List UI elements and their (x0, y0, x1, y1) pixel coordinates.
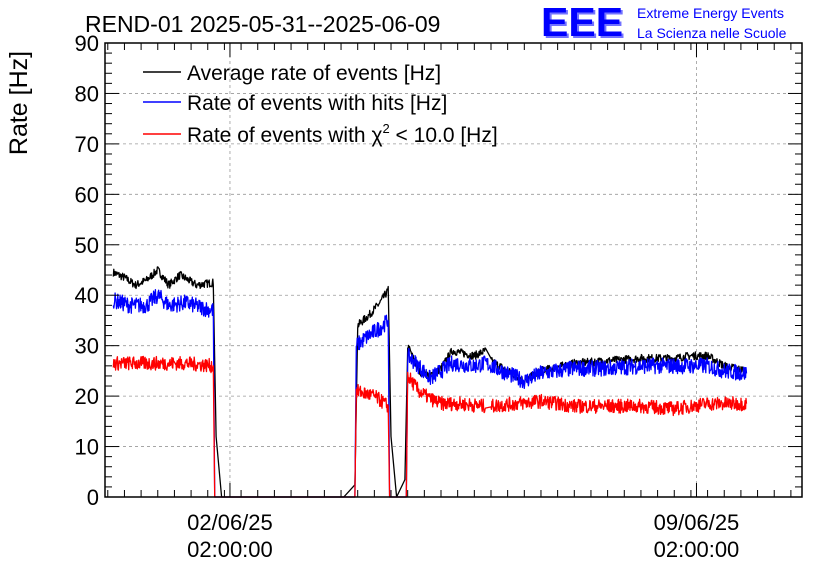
series-line-2 (112, 355, 748, 498)
logo-mark: EEE (541, 0, 623, 45)
logo-line1: Extreme Energy Events (637, 5, 784, 21)
logo-line2: La Scienza nelle Scuole (637, 25, 787, 41)
y-axis-label: Rate [Hz] (5, 51, 33, 155)
x-tick-label-date: 02/06/25 (187, 510, 273, 535)
y-tick-label: 60 (75, 182, 99, 207)
grid-lines (105, 43, 802, 497)
legend-label-hits: Rate of events with hits [Hz] (187, 92, 447, 115)
legend: Average rate of events [Hz] Rate of even… (143, 62, 498, 147)
legend-label-chi2: Rate of events with χ2 < 10.0 [Hz] (187, 121, 498, 147)
y-tick-label: 80 (75, 81, 99, 106)
series-line-1 (112, 288, 748, 498)
y-tick-label: 10 (75, 435, 99, 460)
legend-label-average: Average rate of events [Hz] (187, 62, 441, 85)
x-tick-label-date: 09/06/25 (654, 510, 740, 535)
y-tick-label: 90 (75, 31, 99, 56)
y-tick-label: 20 (75, 384, 99, 409)
y-tick-label: 30 (75, 334, 99, 359)
x-tick-label-time: 02:00:00 (654, 537, 740, 562)
chart-title: REND-01 2025-05-31--2025-06-09 (85, 11, 440, 37)
logo: EEE EEE Extreme Energy Events La Scienza… (541, 0, 787, 47)
plot-frame (104, 42, 803, 498)
logo-mark-shadow: EEE (543, 1, 625, 47)
y-tick-label: 40 (75, 283, 99, 308)
y-tick-label: 0 (87, 485, 99, 510)
y-tick-label: 70 (75, 132, 99, 157)
axes: 010203040506070809002/06/2502:00:0009/06… (75, 31, 802, 562)
series-line-0 (112, 266, 748, 498)
y-tick-label: 50 (75, 233, 99, 258)
series-layer (112, 266, 748, 498)
x-tick-label-time: 02:00:00 (187, 537, 273, 562)
